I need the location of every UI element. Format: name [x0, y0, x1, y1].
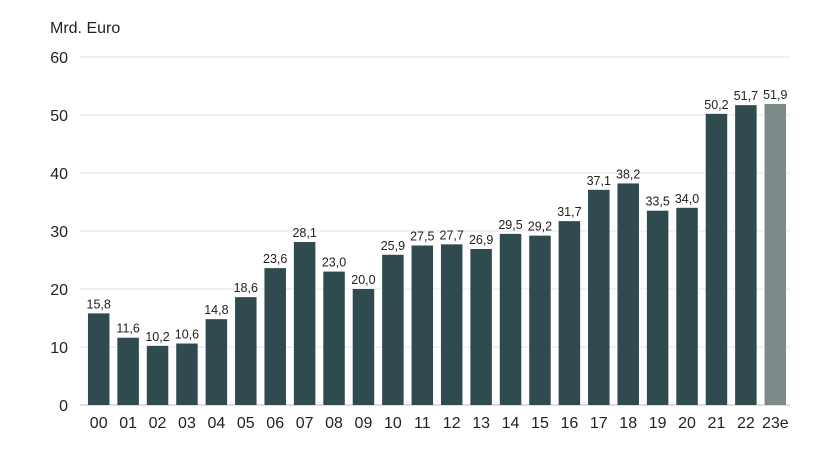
bar-11 [411, 245, 434, 405]
x-tick-label-00: 00 [90, 415, 108, 432]
data-label-16: 31,7 [557, 205, 581, 219]
y-tick-label: 40 [50, 166, 68, 183]
x-tick-label-03: 03 [178, 415, 196, 432]
data-label-00: 15,8 [87, 297, 111, 311]
x-tick-label-10: 10 [384, 415, 402, 432]
data-label-03: 10,6 [175, 328, 199, 342]
x-tick-label-23e: 23e [762, 415, 789, 432]
data-label-08: 23,0 [322, 256, 346, 270]
x-tick-label-08: 08 [325, 415, 343, 432]
bar-01 [117, 337, 139, 405]
data-label-06: 23,6 [263, 252, 287, 266]
y-tick-label: 20 [50, 282, 68, 299]
x-tick-label-19: 19 [649, 415, 667, 432]
data-label-04: 14,8 [204, 303, 228, 317]
data-label-02: 10,2 [145, 330, 169, 344]
x-tick-label-02: 02 [149, 415, 167, 432]
bar-15 [529, 235, 551, 405]
data-labels: 15,8 11,6 10,2 10,6 14,8 18,6 23,6 28,1 23,0 20,0… [87, 88, 788, 344]
bars [87, 103, 787, 405]
data-label-05: 18,6 [234, 281, 258, 295]
y-tick-label: 10 [50, 340, 68, 357]
y-tick-label: 30 [50, 224, 68, 241]
bar-04 [205, 319, 228, 405]
x-tick-label-11: 11 [414, 415, 431, 432]
bar-18 [617, 183, 639, 405]
x-tick-label-17: 17 [590, 415, 608, 432]
bar-08 [323, 271, 345, 405]
data-label-09: 20,0 [351, 273, 375, 287]
bar-07 [293, 242, 316, 405]
data-label-14: 29,5 [498, 218, 522, 232]
bar-03 [176, 343, 198, 405]
data-label-01: 11,6 [116, 322, 139, 336]
bar-19 [646, 210, 669, 405]
bar-23e [764, 103, 787, 405]
bar-17 [588, 189, 610, 405]
bar-12 [440, 244, 463, 405]
data-label-11: 27,5 [410, 230, 434, 244]
data-label-07: 28,1 [292, 226, 316, 240]
data-label-20: 34,0 [675, 192, 699, 206]
data-label-12: 27,7 [440, 228, 464, 242]
y-tick-label: 0 [59, 398, 68, 415]
x-tick-label-14: 14 [502, 415, 520, 432]
x-tick-label-20: 20 [678, 415, 696, 432]
x-tick-label-09: 09 [355, 415, 373, 432]
bar-05 [235, 297, 257, 405]
x-tick-label-18: 18 [619, 415, 637, 432]
bar-00 [87, 313, 110, 405]
data-label-13: 26,9 [469, 233, 493, 247]
bar-16 [558, 221, 581, 405]
data-label-22: 51,7 [734, 89, 758, 103]
x-tick-label-04: 04 [207, 415, 225, 432]
x-tick-label-13: 13 [472, 415, 490, 432]
bar-22 [735, 105, 757, 405]
bar-10 [382, 254, 404, 405]
x-tick-label-01: 01 [119, 415, 137, 432]
data-label-10: 25,9 [381, 239, 405, 253]
bar-14 [499, 233, 522, 405]
data-label-21: 50,2 [704, 98, 728, 112]
bar-02 [146, 345, 169, 405]
x-tick-label-12: 12 [443, 415, 461, 432]
data-label-17: 37,1 [587, 174, 611, 188]
x-tick-label-22: 22 [737, 415, 755, 432]
bar-13 [470, 248, 492, 405]
x-tick-label-15: 15 [531, 415, 549, 432]
y-tick-label: 60 [50, 50, 68, 67]
x-axis-ticks: 00 01 02 03 04 05 06 07 08 09 10 11 12 13 14 15 16 17 18 19… [90, 415, 789, 432]
bar-21 [705, 113, 728, 405]
x-tick-label-07: 07 [296, 415, 314, 432]
x-tick-label-05: 05 [237, 415, 255, 432]
y-axis-ticks: 0 10 20 30 40 50 60 [50, 50, 68, 415]
bar-06 [264, 268, 286, 405]
data-label-15: 29,2 [528, 220, 552, 234]
data-label-23e: 51,9 [763, 88, 787, 102]
gridlines [80, 56, 790, 406]
x-tick-label-16: 16 [560, 415, 578, 432]
bar-09 [352, 289, 375, 405]
data-label-18: 38,2 [616, 167, 640, 181]
x-tick-label-21: 21 [708, 415, 726, 432]
data-label-19: 33,5 [645, 195, 669, 209]
y-tick-label: 50 [50, 108, 68, 125]
y-axis-unit-label: Mrd. Euro [50, 20, 121, 37]
bar-20 [676, 207, 698, 405]
x-tick-label-06: 06 [266, 415, 284, 432]
